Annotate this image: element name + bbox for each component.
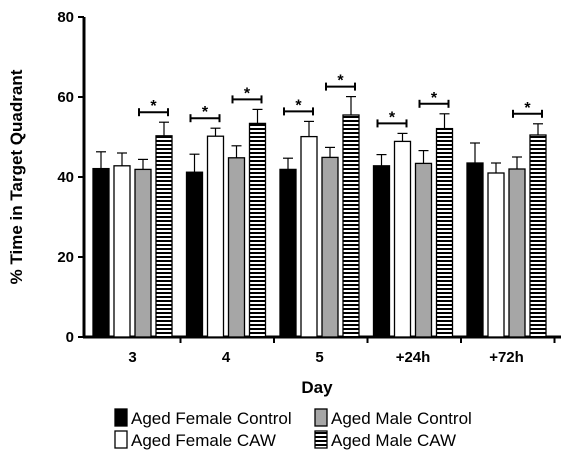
significance-star: * <box>150 98 157 115</box>
significance-star: * <box>389 109 396 126</box>
legend-label: Aged Female Control <box>131 409 292 428</box>
bar <box>435 127 454 338</box>
x-tick-label: 4 <box>222 349 231 366</box>
bar <box>206 135 225 338</box>
bar <box>113 165 131 338</box>
significance-star: * <box>337 73 344 90</box>
x-tick-label: 5 <box>315 349 323 366</box>
y-tick-label: 80 <box>57 9 74 26</box>
x-tick-label: 3 <box>128 349 136 366</box>
bar <box>487 172 505 338</box>
y-tick-label: 20 <box>57 249 74 266</box>
bar <box>155 135 173 338</box>
bar <box>227 157 246 338</box>
legend: Aged Female Control Aged Female CAW Aged M… <box>114 408 472 450</box>
plot-area: 0 20 40 60 80 3 4 5 +24h +72h * * * * * * * * <box>57 9 561 366</box>
significance-star: * <box>431 90 438 107</box>
legend-label: Aged Male Control <box>331 409 472 428</box>
bar <box>92 167 110 338</box>
bar <box>300 135 318 338</box>
bar <box>466 162 484 338</box>
bar <box>321 156 339 338</box>
bar <box>342 114 360 338</box>
significance-star: * <box>244 85 251 102</box>
legend-swatch <box>314 408 328 427</box>
legend-label: Aged Male CAW <box>331 431 456 450</box>
bar <box>414 162 433 338</box>
legend-swatch <box>314 430 328 449</box>
legend-swatch <box>114 430 128 449</box>
x-axis-title: Day <box>301 378 333 397</box>
bar <box>529 134 547 338</box>
y-tick-label: 40 <box>57 169 74 186</box>
bar <box>134 168 152 338</box>
y-tick-label: 60 <box>57 89 74 106</box>
significance-star: * <box>202 104 209 121</box>
legend-swatch <box>114 408 128 427</box>
bar <box>185 171 204 338</box>
legend-label: Aged Female CAW <box>131 431 276 450</box>
bar <box>248 122 267 338</box>
bar <box>279 168 297 338</box>
significance-star: * <box>295 97 302 114</box>
bar <box>372 165 391 338</box>
x-tick-label: +72h <box>489 349 524 366</box>
bar <box>393 140 412 338</box>
y-tick-label: 0 <box>66 329 74 346</box>
bar <box>508 168 526 338</box>
significance-star: * <box>524 100 531 117</box>
y-axis-title: % Time in Target Quadrant <box>7 69 26 284</box>
x-tick-label: +24h <box>396 349 431 366</box>
